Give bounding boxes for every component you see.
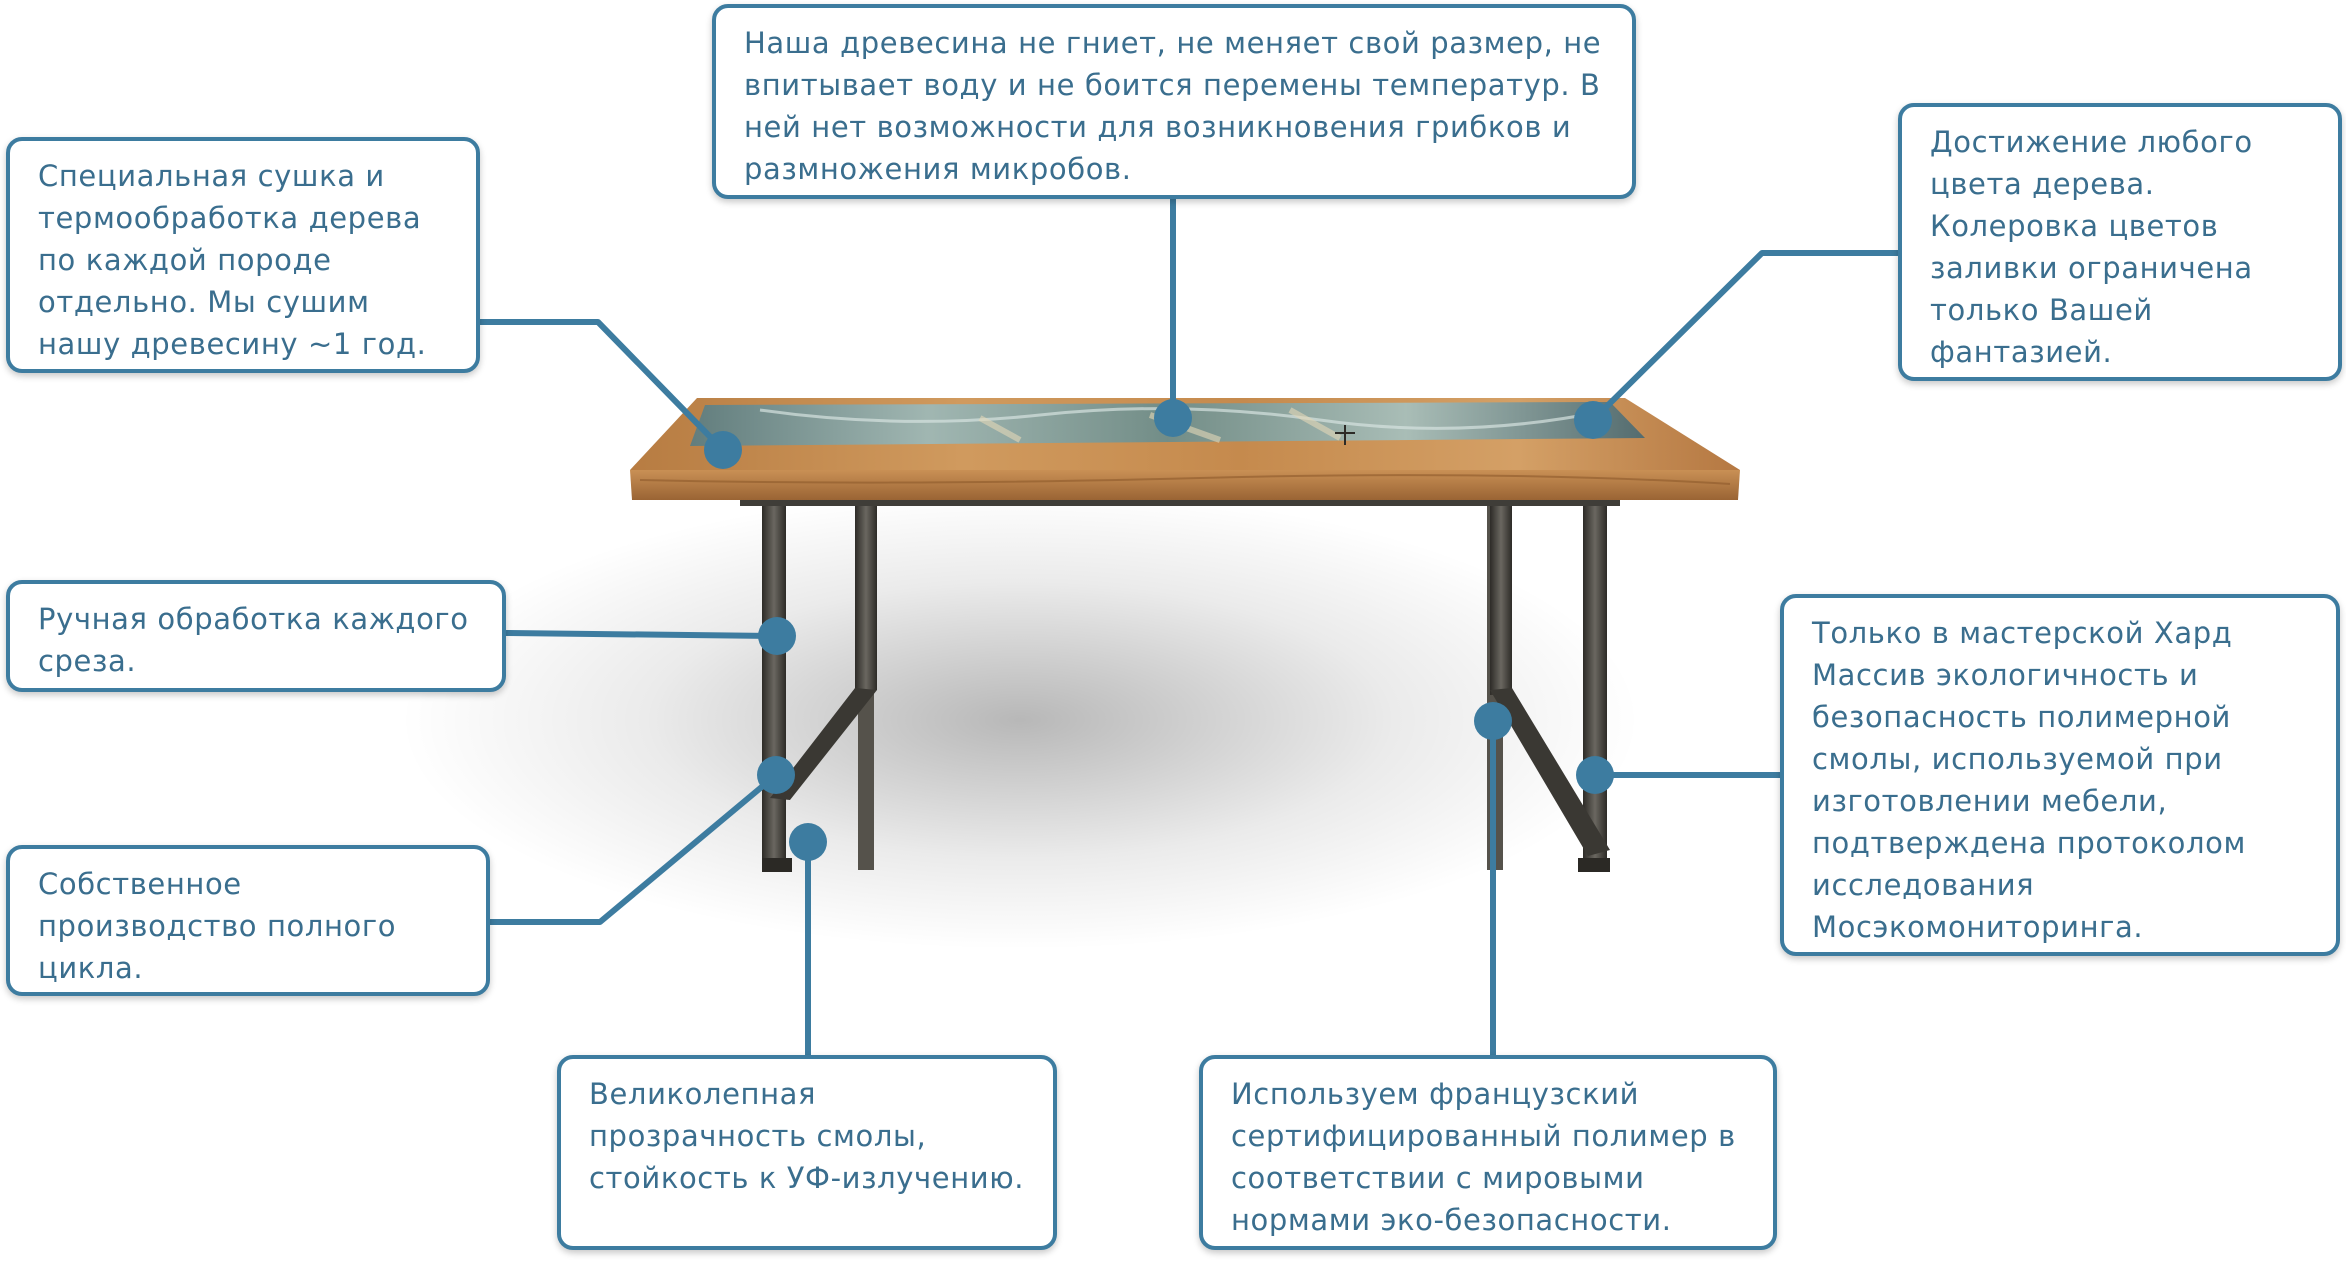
marker-dot-transparency <box>789 823 827 861</box>
callout-durability: Наша древесина не гниет, не меняет свой … <box>712 4 1636 199</box>
callout-handwork: Ручная обработка каждого среза. <box>6 580 506 692</box>
callout-transparency: Великолепная прозрачность смолы, стойкос… <box>557 1055 1057 1250</box>
connector-dots <box>704 399 1614 861</box>
callout-production: Собственное производство полного цикла. <box>6 845 490 996</box>
marker-dot-production <box>757 756 795 794</box>
marker-dot-durability <box>1154 399 1192 437</box>
tabletop-edge <box>630 470 1740 500</box>
callout-drying: Специальная сушка и термообработка дерев… <box>6 137 480 373</box>
connector-color <box>1590 250 1898 423</box>
marker-dot-handwork <box>758 617 796 655</box>
connector-production <box>490 772 778 925</box>
connector-handwork <box>505 630 778 639</box>
floor-shadow <box>400 490 1640 950</box>
marker-dot-polymer <box>1474 702 1512 740</box>
marker-dot-drying <box>704 431 742 469</box>
connector-drying <box>480 319 726 453</box>
leg-frame-left <box>762 500 877 872</box>
callout-polymer: Используем французский сертифицированный… <box>1199 1055 1777 1250</box>
leg-frame-right <box>1490 500 1610 872</box>
marker-dot-color <box>1574 401 1612 439</box>
connector-lines <box>480 199 1898 1055</box>
marker-dot-ecology <box>1576 756 1614 794</box>
callout-ecology: Только в мастерской Хард Массив экологич… <box>1780 594 2340 956</box>
callout-color: Достижение любого цвета дерева. Колеровк… <box>1898 103 2342 381</box>
